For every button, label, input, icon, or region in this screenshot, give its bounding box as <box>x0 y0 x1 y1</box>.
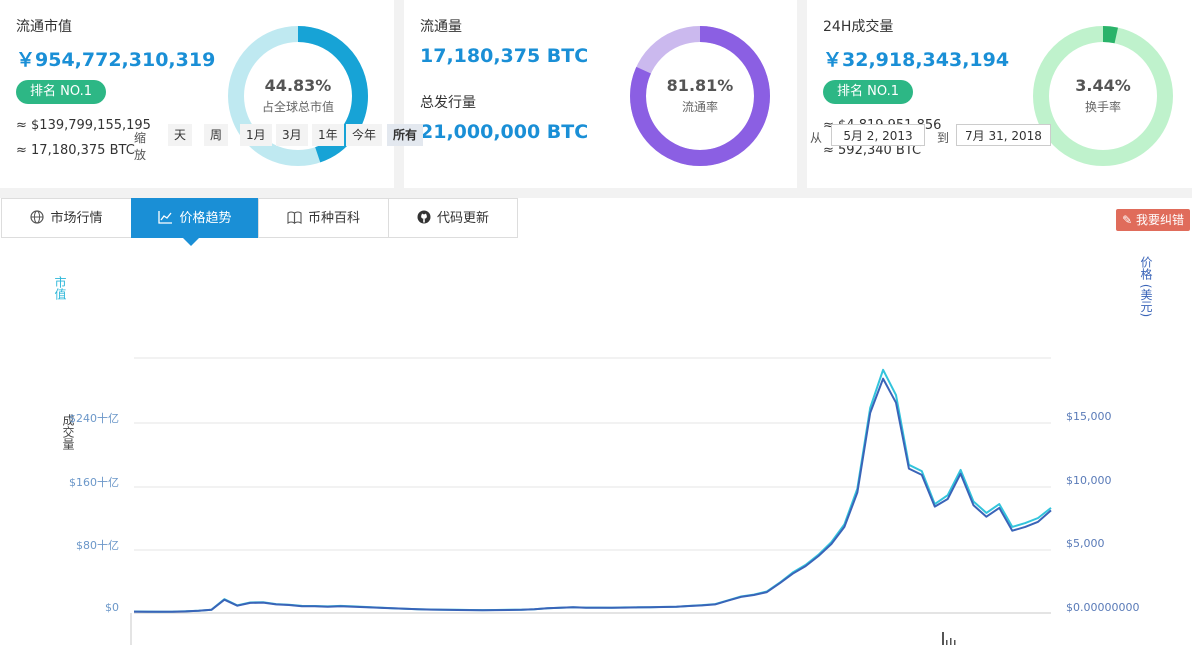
chart-panel: 市场行情 价格趋势 币种百科 代码更新 ✎ 我要纠错 <box>0 198 1192 645</box>
market-cap-value: ￥954,772,310,319 <box>16 49 216 71</box>
zoom-3m-button[interactable]: 3月 <box>276 124 308 146</box>
series-line-市值 <box>133 368 1052 613</box>
zoom-all-button[interactable]: 所有 <box>387 124 424 146</box>
circulating-supply-title: 流通量 <box>420 19 462 35</box>
volume-btc: ≈ 592,340 BTC <box>823 143 922 158</box>
market-cap-ring-svg <box>228 26 368 166</box>
tab-code-updates-label: 代码更新 <box>436 211 489 226</box>
ring-fill <box>1033 26 1173 166</box>
volume-bar <box>942 632 944 645</box>
tab-code-updates[interactable]: 代码更新 <box>388 198 518 238</box>
left-axis-title: 市值 <box>53 276 67 300</box>
turnover-ring-percent: 3.44% <box>1075 76 1131 95</box>
market-cap-ring-label: 占全球总市值 <box>261 100 334 114</box>
report-error-label: 我要纠错 <box>1135 213 1184 227</box>
range-from-label: 从 <box>810 131 823 145</box>
market-cap-btc: ≈ 17,180,375 BTC <box>16 143 135 158</box>
series-layer <box>133 368 1052 613</box>
market-cap-ring-percent: 44.83% <box>264 76 332 95</box>
right-axis-title: 价格 (美元) <box>1139 256 1153 318</box>
globe-icon <box>30 199 45 239</box>
turnover-ring-label: 换手率 <box>1084 100 1121 114</box>
volume-bar <box>950 638 952 645</box>
supply-card: 流通量 17,180,375 BTC 总发行量 21,000,000 BTC 8… <box>404 0 797 188</box>
zoom-1y-button[interactable]: 1年 <box>312 124 344 146</box>
tab-encyclopedia-label: 币种百科 <box>307 211 360 226</box>
tab-price-trend[interactable]: 价格趋势 <box>131 198 259 238</box>
zoom-week-button[interactable]: 周 <box>204 124 229 146</box>
market-cap-ring: 44.83% 占全球总市值 <box>228 26 368 166</box>
tab-price-trend-label: 价格趋势 <box>179 211 232 226</box>
chart-icon <box>158 199 173 239</box>
left-tick-label: $80十亿 <box>76 539 119 552</box>
market-cap-card: 流通市值 ￥954,772,310,319 排名 NO.1 ≈ $139,799… <box>0 0 394 188</box>
report-error-button[interactable]: ✎ 我要纠错 <box>1116 209 1190 231</box>
zoom-1m-button[interactable]: 1月 <box>240 124 272 146</box>
edit-icon: ✎ <box>1122 213 1133 227</box>
supply-ring-label: 流通率 <box>681 100 718 114</box>
right-tick-label: $0.00000000 <box>1066 601 1140 614</box>
supply-ring: 81.81% 流通率 <box>630 26 770 166</box>
market-cap-usd: ≈ $139,799,155,195 <box>16 118 151 133</box>
turnover-ring: 3.44% 换手率 <box>1033 26 1173 166</box>
tab-market-label: 市场行情 <box>50 211 103 226</box>
zoom-ytd-button[interactable]: 今年 <box>346 124 383 146</box>
supply-ring-percent: 81.81% <box>666 76 734 95</box>
range-to-input[interactable]: 7月 31, 2018 <box>956 124 1051 146</box>
github-icon <box>417 199 431 239</box>
zoom-day-button[interactable]: 天 <box>168 124 193 146</box>
right-tick-label: $10,000 <box>1066 474 1112 487</box>
market-cap-title: 流通市值 <box>16 19 72 35</box>
zoom-label: 缩放 <box>134 131 147 162</box>
right-tick-label: $5,000 <box>1066 537 1105 550</box>
ring-fill <box>228 26 368 166</box>
volume-card: 24H成交量 ￥32,918,343,194 排名 NO.1 ≈ $4,819,… <box>807 0 1192 188</box>
tab-encyclopedia[interactable]: 币种百科 <box>258 198 389 238</box>
volume-bar <box>954 640 956 645</box>
volume-rank-badge: 排名 NO.1 <box>823 80 913 104</box>
total-supply-value: 21,000,000 BTC <box>420 121 589 143</box>
active-tab-pointer <box>183 238 199 246</box>
circulating-supply-value: 17,180,375 BTC <box>420 45 589 67</box>
left-tick-label: $0 <box>105 601 119 614</box>
total-supply-title: 总发行量 <box>420 95 476 111</box>
series-line-价格 <box>133 377 1052 613</box>
volume-axis-title: 成交量 <box>61 414 75 450</box>
volume-bar <box>946 640 948 645</box>
left-tick-label: $240十亿 <box>69 412 119 425</box>
book-icon <box>287 199 302 239</box>
supply-ring-svg <box>630 26 770 166</box>
market-cap-rank-badge: 排名 NO.1 <box>16 80 106 104</box>
volume-title: 24H成交量 <box>823 19 894 35</box>
volume-bars <box>942 632 956 645</box>
volume-value: ￥32,918,343,194 <box>823 49 1010 71</box>
turnover-ring-svg <box>1033 26 1173 166</box>
ring-fill <box>630 26 770 166</box>
tab-market[interactable]: 市场行情 <box>1 198 132 238</box>
range-to-label: 到 <box>937 131 950 145</box>
left-tick-label: $160十亿 <box>69 476 119 489</box>
right-tick-label: $15,000 <box>1066 410 1112 423</box>
range-from-input[interactable]: 5月 2, 2013 <box>831 124 925 146</box>
